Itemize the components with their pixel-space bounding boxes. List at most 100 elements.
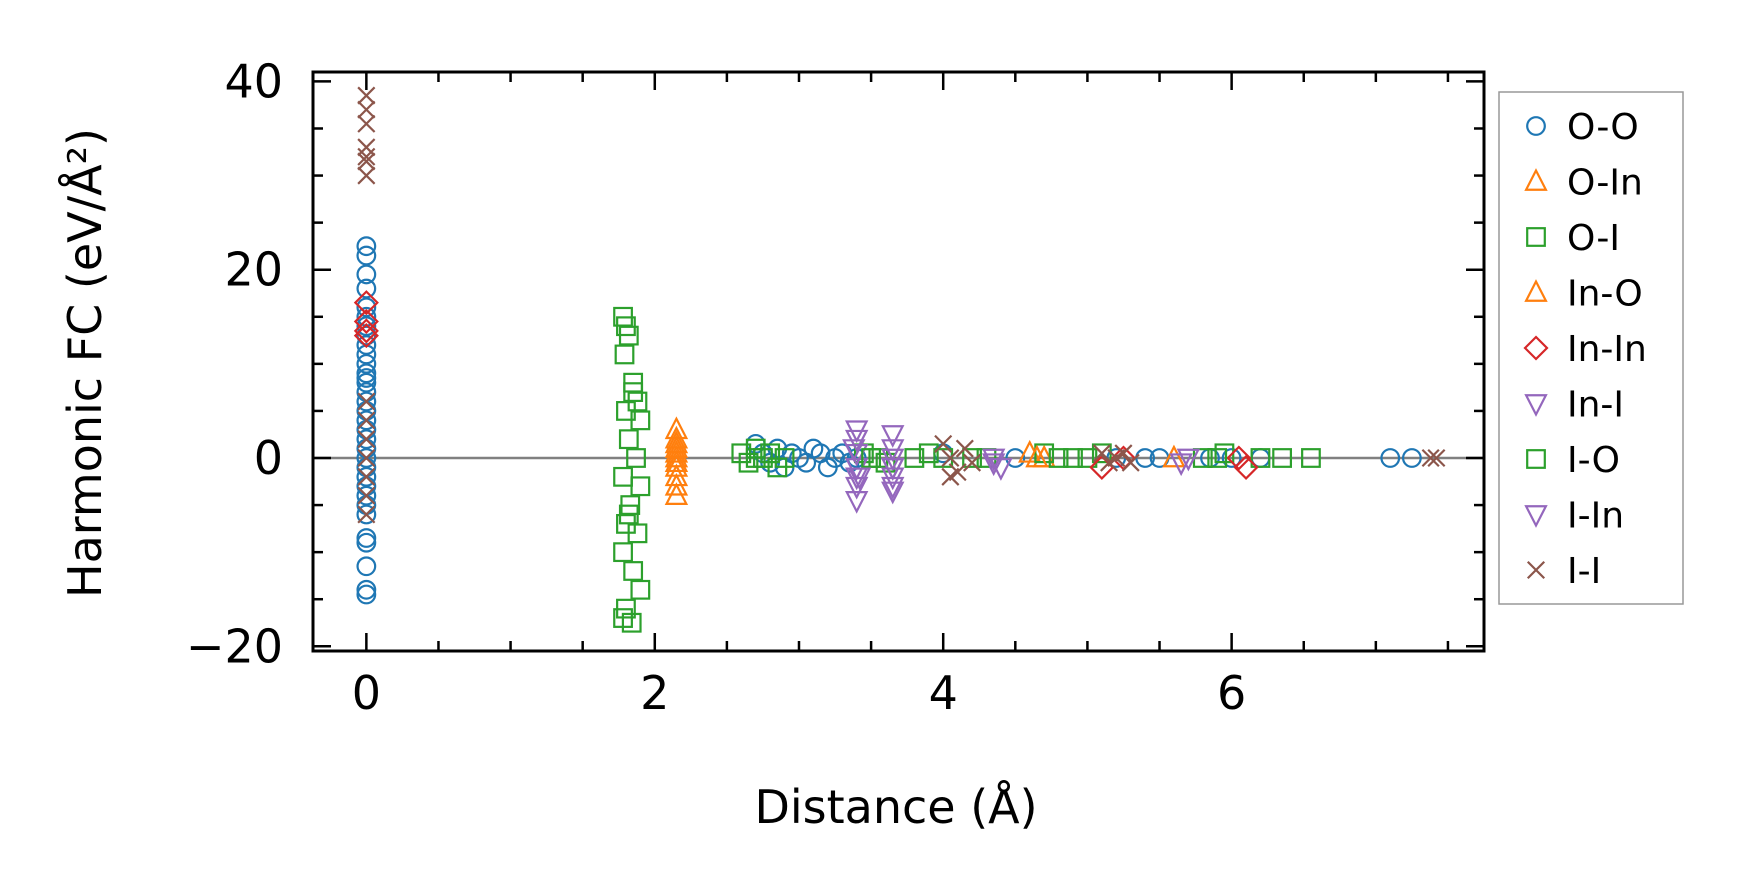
data-point [357,448,376,468]
data-point [356,316,377,337]
x-tick-label: 4 [929,666,958,720]
data-point [626,448,646,468]
legend-label: I-O [1567,440,1620,481]
legend-label: I-In [1567,496,1624,537]
data-point [844,491,869,514]
legend-label: In-O [1567,274,1643,315]
data-point [941,448,960,468]
data-point [760,443,781,464]
data-point [847,467,872,491]
data-point [356,245,377,266]
data-point [613,542,633,563]
x-tick-label: 0 [352,666,381,720]
data-point [1025,444,1049,468]
data-point [1226,445,1252,471]
legend-marker [1524,505,1548,528]
data-point [356,579,377,600]
data-point [356,353,377,374]
data-point [1048,448,1069,468]
data-point [356,368,377,388]
data-point [356,556,377,577]
data-point [738,452,759,473]
data-point [357,505,376,524]
data-point [356,448,377,468]
y-tick-label: −20 [186,619,283,673]
data-point [955,439,974,458]
legend-box [1498,91,1684,605]
data-point [356,372,377,393]
data-point [918,443,939,464]
data-point [356,264,377,285]
legend: O-O O-In O-I In-O In-In In-I I-O I-In I-I [1498,91,1684,605]
data-point [353,308,379,335]
data-point [357,138,376,157]
legend-label: O-In [1567,163,1643,204]
data-point [356,532,377,553]
y-tick-label: 20 [224,243,283,297]
plot-frame [311,70,1486,653]
data-point [1233,454,1259,480]
data-point [861,448,881,468]
data-point [630,579,651,600]
data-point [357,114,376,133]
data-point [1005,448,1026,468]
data-point [356,429,377,450]
data-point [618,504,639,525]
axis-layer: 0 2 4 6 −20 0 20 40 [186,54,1486,720]
legend-marker [1524,394,1548,417]
data-point [1401,448,1422,468]
legend-label: O-I [1567,218,1620,259]
data-point [357,100,376,119]
series-o-i [613,306,1321,633]
legend-label: O-O [1567,107,1639,148]
legend-label: I-I [1567,551,1601,592]
data-point [357,166,376,185]
data-point [630,476,651,497]
data-point [1169,453,1193,477]
data-point [1380,448,1401,468]
data-point [357,86,376,105]
data-point [356,528,377,548]
series-i-o [618,382,1228,525]
data-point [627,523,648,544]
data-point [745,448,766,468]
data-point [1121,453,1140,472]
data-point [1301,448,1321,468]
plot-layer [313,86,1484,633]
data-point [357,392,376,411]
legend-marker [1523,335,1549,361]
legend-marker [1526,560,1546,580]
series-in-o [664,430,1049,473]
data-point [842,439,866,462]
data-point [623,561,644,581]
data-point [664,449,689,473]
data-point [881,425,905,448]
data-point [356,297,377,318]
legend-label: In-In [1567,329,1647,370]
data-point [904,448,925,468]
data-point [933,448,954,468]
data-point [353,323,379,349]
data-point [981,453,1006,477]
data-point [613,608,633,628]
series-i-in [842,439,1006,491]
data-point [664,472,689,496]
data-point [356,236,377,257]
data-point [962,448,982,468]
data-point [357,152,376,171]
data-point [357,411,376,430]
data-point [963,453,982,472]
data-point [357,147,376,166]
data-point [353,290,379,316]
data-point [356,391,377,412]
data-point [881,458,905,481]
data-point [356,584,377,605]
series-o-o [356,236,1422,605]
data-point [618,429,639,450]
data-point [357,467,376,486]
data-point [1162,444,1186,468]
data-point [844,476,869,500]
data-point [356,466,377,487]
data-point [356,410,377,431]
